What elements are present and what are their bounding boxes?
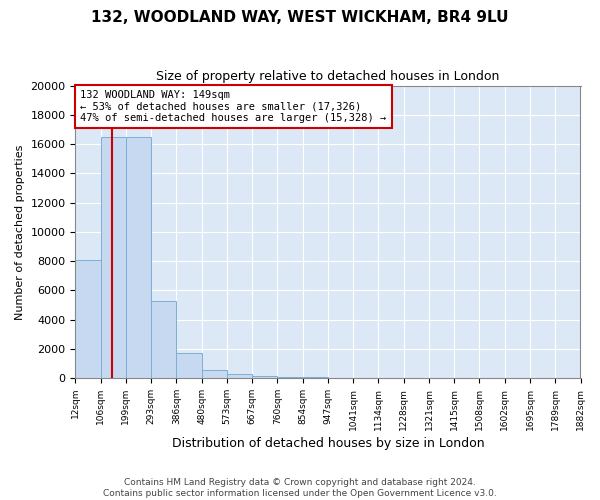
Bar bbox=[176, 354, 202, 378]
Text: Contains HM Land Registry data © Crown copyright and database right 2024.
Contai: Contains HM Land Registry data © Crown c… bbox=[103, 478, 497, 498]
Bar bbox=[277, 377, 302, 378]
Bar bbox=[76, 260, 101, 378]
Text: 132, WOODLAND WAY, WEST WICKHAM, BR4 9LU: 132, WOODLAND WAY, WEST WICKHAM, BR4 9LU bbox=[91, 10, 509, 25]
Bar bbox=[126, 137, 151, 378]
Bar bbox=[252, 376, 277, 378]
Bar bbox=[151, 300, 176, 378]
Y-axis label: Number of detached properties: Number of detached properties bbox=[15, 144, 25, 320]
Bar bbox=[101, 137, 126, 378]
X-axis label: Distribution of detached houses by size in London: Distribution of detached houses by size … bbox=[172, 437, 484, 450]
Text: 132 WOODLAND WAY: 149sqm
← 53% of detached houses are smaller (17,326)
47% of se: 132 WOODLAND WAY: 149sqm ← 53% of detach… bbox=[80, 90, 387, 123]
Title: Size of property relative to detached houses in London: Size of property relative to detached ho… bbox=[156, 70, 500, 83]
Bar bbox=[202, 370, 227, 378]
Bar bbox=[227, 374, 252, 378]
